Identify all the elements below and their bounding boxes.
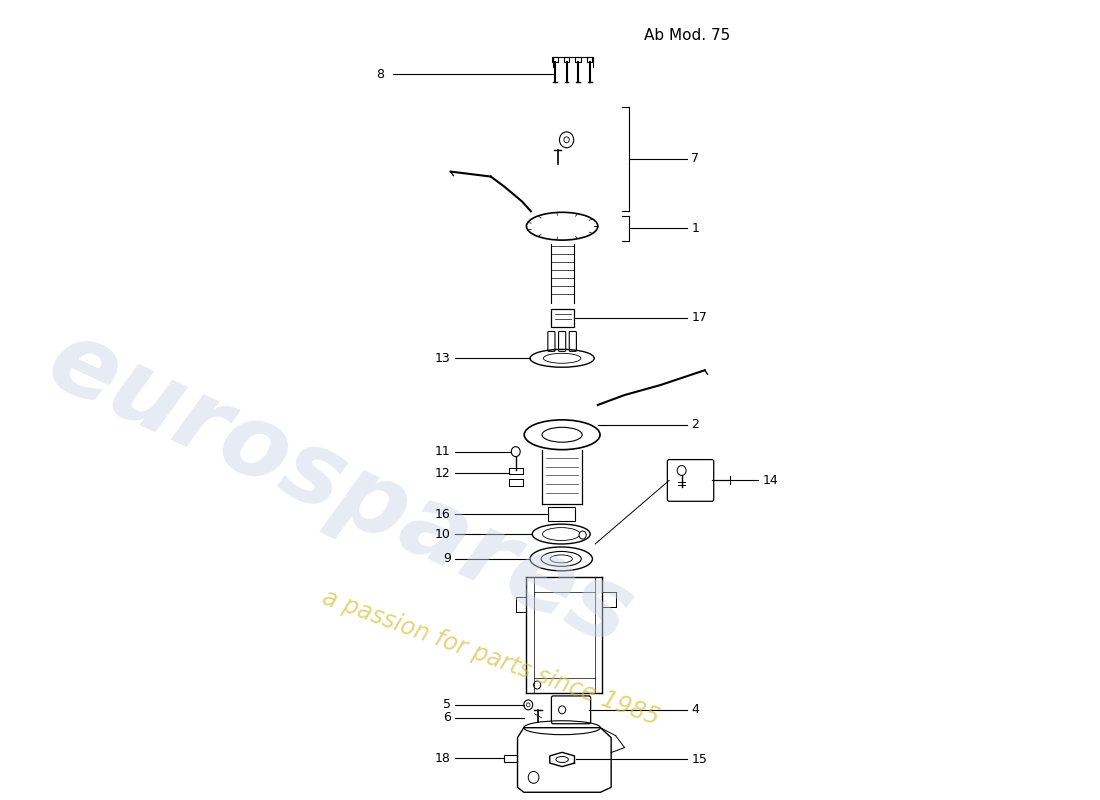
Circle shape <box>559 706 565 714</box>
FancyBboxPatch shape <box>551 696 591 724</box>
FancyBboxPatch shape <box>508 467 522 474</box>
Text: 12: 12 <box>434 467 451 480</box>
Text: 6: 6 <box>443 711 451 724</box>
Text: 16: 16 <box>434 508 451 521</box>
Text: Ab Mod. 75: Ab Mod. 75 <box>644 28 730 42</box>
Circle shape <box>678 466 686 475</box>
Text: 2: 2 <box>692 418 700 431</box>
Text: 1: 1 <box>692 222 700 234</box>
FancyBboxPatch shape <box>551 309 574 326</box>
Circle shape <box>560 132 574 148</box>
Circle shape <box>534 681 541 689</box>
FancyBboxPatch shape <box>552 58 558 62</box>
FancyBboxPatch shape <box>504 754 517 762</box>
Text: 17: 17 <box>692 311 707 324</box>
Text: 10: 10 <box>434 527 451 541</box>
FancyBboxPatch shape <box>548 331 556 351</box>
Circle shape <box>528 771 539 783</box>
Circle shape <box>512 446 520 457</box>
Text: 7: 7 <box>692 152 700 165</box>
Text: 13: 13 <box>434 352 451 365</box>
FancyBboxPatch shape <box>587 58 593 62</box>
Circle shape <box>564 137 570 142</box>
Text: 5: 5 <box>442 698 451 711</box>
Text: 14: 14 <box>762 474 779 487</box>
Text: a passion for parts since 1985: a passion for parts since 1985 <box>319 586 662 730</box>
FancyBboxPatch shape <box>668 459 714 502</box>
Text: 15: 15 <box>692 753 707 766</box>
FancyBboxPatch shape <box>575 58 581 62</box>
FancyBboxPatch shape <box>564 58 570 62</box>
FancyBboxPatch shape <box>559 331 565 351</box>
FancyBboxPatch shape <box>508 479 522 486</box>
Circle shape <box>579 531 586 539</box>
Text: 4: 4 <box>692 703 700 716</box>
Circle shape <box>527 703 530 707</box>
FancyBboxPatch shape <box>548 507 574 521</box>
Circle shape <box>524 700 532 710</box>
Text: eurospares: eurospares <box>32 312 647 667</box>
Text: 8: 8 <box>376 68 384 81</box>
Text: 11: 11 <box>434 445 451 458</box>
Text: 9: 9 <box>443 552 451 566</box>
FancyBboxPatch shape <box>570 331 576 351</box>
Text: 18: 18 <box>434 752 451 765</box>
